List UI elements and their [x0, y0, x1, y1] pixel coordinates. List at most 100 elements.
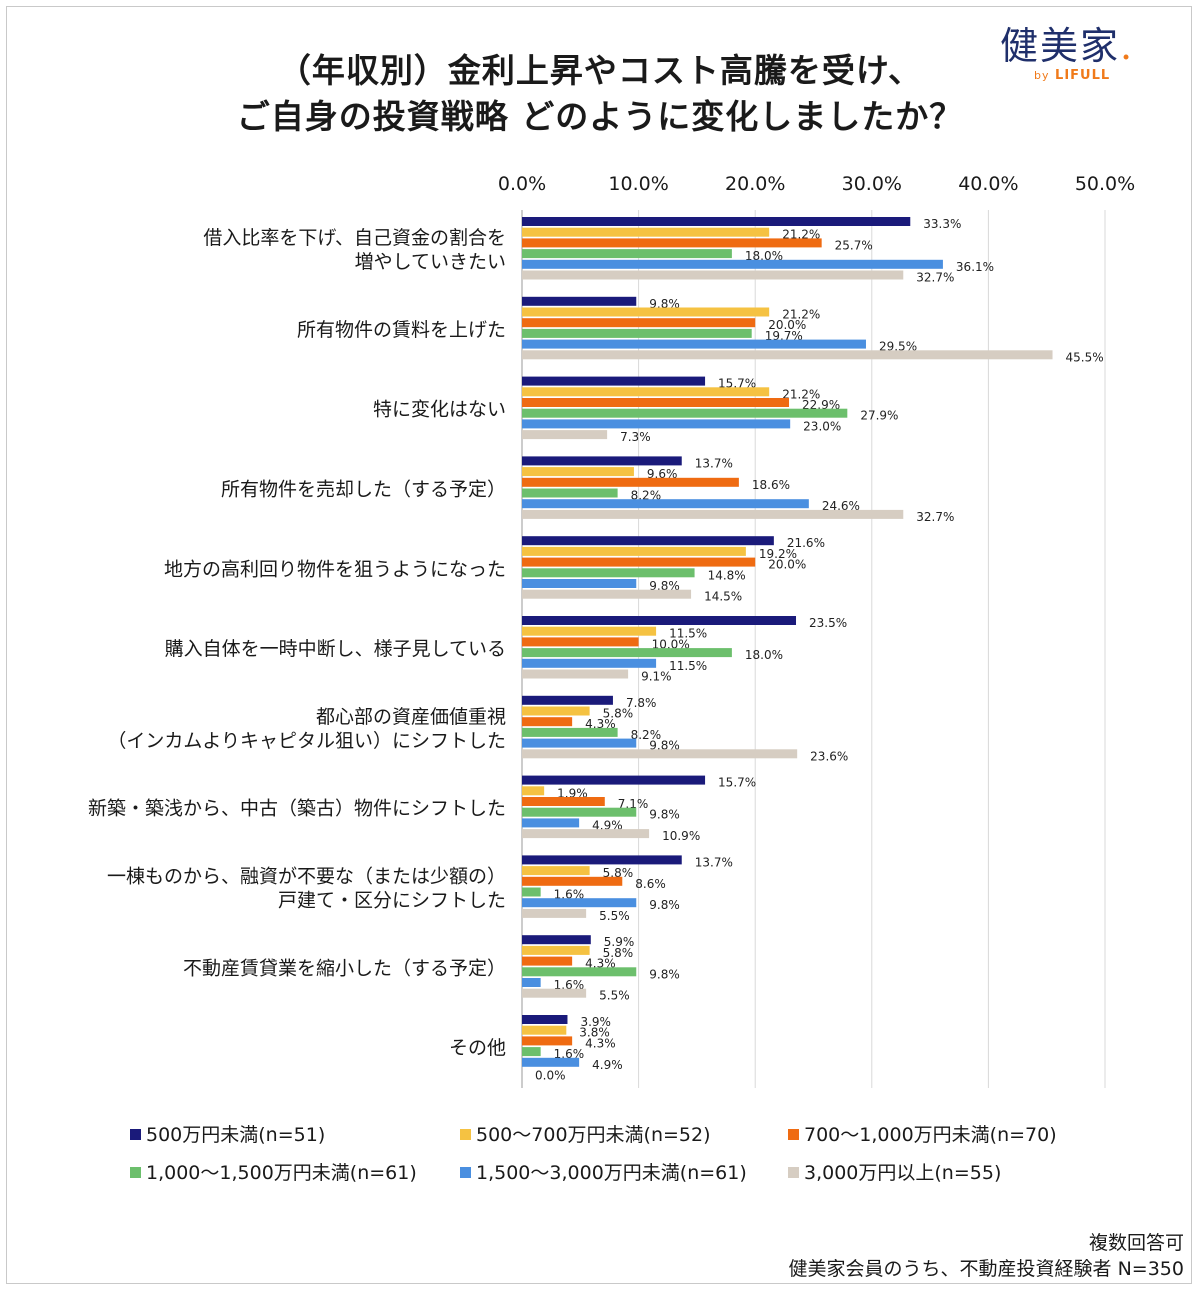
data-label: 5.8% — [603, 866, 634, 880]
chart-frame — [6, 6, 1192, 1284]
bar — [522, 387, 770, 397]
data-label: 23.5% — [809, 616, 847, 630]
category-label: 一棟ものから、融資が不要な（または少額の） — [107, 866, 506, 888]
data-label: 4.3% — [585, 717, 616, 731]
bar — [522, 738, 637, 748]
category-label: 特に変化はない — [373, 399, 506, 421]
bar — [522, 866, 590, 876]
bar — [522, 499, 809, 509]
bar — [522, 727, 618, 737]
data-label: 10.9% — [662, 829, 700, 843]
data-label: 19.2% — [759, 547, 797, 561]
bar — [522, 775, 706, 785]
category-label: 戸建て・区分にシフトした — [278, 890, 506, 912]
bar — [522, 217, 911, 226]
chart-title: （年収別）金利上昇やコスト高騰を受け、 ご自身の投資戦略 どのように変化しました… — [120, 48, 1080, 140]
bar — [522, 786, 545, 796]
category-label: 都心部の資産価値重視 — [316, 706, 506, 728]
category-label: 不動産賃貸業を縮小した（する予定） — [183, 957, 506, 979]
data-label: 18.0% — [745, 648, 783, 662]
data-label: 9.8% — [649, 967, 680, 981]
data-label: 5.8% — [603, 946, 634, 960]
bar — [522, 1047, 541, 1057]
legend-swatch — [460, 1167, 471, 1178]
bar — [522, 626, 657, 636]
data-label: 13.7% — [695, 456, 733, 470]
bar — [522, 1025, 567, 1035]
brand-logo-sub: LIFULL — [1055, 68, 1111, 83]
x-tick-label: 50.0% — [1075, 173, 1135, 195]
data-label: 10.0% — [652, 637, 690, 651]
bar — [522, 807, 637, 817]
legend-label: 700～1,000万円未満(n=70) — [804, 1124, 1057, 1146]
bar — [522, 1015, 568, 1024]
chart-title-line1: （年収別）金利上昇やコスト高騰を受け、 — [277, 51, 923, 90]
bar — [522, 945, 590, 955]
data-label: 21.2% — [782, 387, 820, 401]
legend-label: 3,000万円以上(n=55) — [804, 1162, 1002, 1184]
data-label: 15.7% — [718, 776, 756, 790]
bar — [522, 935, 591, 945]
data-label: 22.9% — [802, 398, 840, 412]
data-label: 1.6% — [554, 888, 585, 902]
bar — [522, 658, 657, 668]
data-label: 9.8% — [649, 297, 680, 311]
bar — [522, 967, 637, 977]
bar — [522, 1057, 580, 1067]
data-label: 18.6% — [752, 478, 790, 492]
data-label: 1.6% — [554, 978, 585, 992]
x-tick-label: 30.0% — [842, 173, 902, 195]
data-label: 23.0% — [803, 419, 841, 433]
bar — [522, 456, 682, 466]
bar — [522, 546, 746, 556]
bar — [522, 557, 756, 567]
data-label: 4.3% — [585, 1036, 616, 1050]
chart-title-line2: ご自身の投資戦略 どのように変化しましたか？ — [236, 97, 964, 136]
legend-label: 1,000～1,500万円未満(n=61) — [146, 1162, 417, 1184]
data-label: 29.5% — [879, 340, 917, 354]
bar — [522, 887, 541, 897]
x-tick-label: 40.0% — [958, 173, 1018, 195]
bar — [522, 568, 695, 578]
x-tick-label: 10.0% — [608, 173, 668, 195]
data-label: 45.5% — [1066, 350, 1104, 364]
bar — [522, 988, 587, 998]
bar — [522, 477, 739, 487]
bar — [522, 408, 848, 418]
data-label: 5.9% — [604, 935, 635, 949]
bar — [522, 296, 637, 306]
data-label: 9.8% — [649, 579, 680, 593]
data-label: 11.5% — [669, 627, 707, 641]
data-label: 8.2% — [631, 489, 662, 503]
data-label: 11.5% — [669, 659, 707, 673]
bar — [522, 579, 637, 588]
footnote-multiple-answers: 複数回答可 — [1088, 1232, 1184, 1254]
bar — [522, 419, 791, 429]
legend-swatch — [788, 1129, 799, 1140]
legend-item: 700～1,000万円未満(n=70) — [788, 1122, 1057, 1148]
data-label: 32.7% — [916, 510, 954, 524]
data-label: 15.7% — [718, 377, 756, 391]
bar — [522, 717, 573, 727]
data-label: 32.7% — [916, 271, 954, 285]
data-label: 0.0% — [535, 1069, 566, 1083]
data-label: 4.3% — [585, 957, 616, 971]
category-label: その他 — [449, 1037, 506, 1059]
data-label: 4.9% — [592, 1058, 623, 1072]
bar — [522, 488, 618, 498]
legend-item: 3,000万円以上(n=55) — [788, 1160, 1001, 1186]
data-label: 9.8% — [649, 739, 680, 753]
legend-item: 1,500～3,000万円未満(n=61) — [460, 1160, 747, 1186]
footnote-sample: 健美家会員のうち、不動産投資経験者 N=350 — [788, 1258, 1184, 1280]
brand-logo-by: by — [1034, 69, 1050, 82]
category-label: 地方の高利回り物件を狙うようになった — [164, 558, 506, 580]
bar — [522, 706, 590, 716]
data-label: 8.6% — [635, 877, 666, 891]
bar — [522, 1036, 573, 1046]
data-label: 8.2% — [631, 728, 662, 742]
bar — [522, 876, 623, 886]
bar — [522, 978, 541, 987]
data-label: 1.9% — [557, 786, 588, 800]
bar — [522, 749, 798, 759]
data-label: 18.0% — [745, 249, 783, 263]
